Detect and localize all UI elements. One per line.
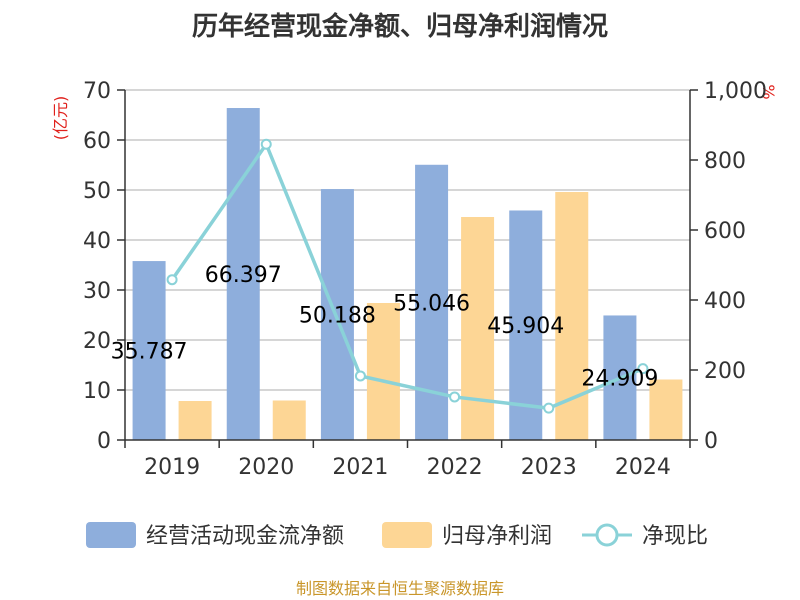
line-series bbox=[166, 138, 649, 414]
y-right-tick-label: 0 bbox=[704, 429, 718, 454]
y-right-tick-label: 200 bbox=[704, 359, 746, 384]
line-point bbox=[354, 370, 366, 382]
y-left-tick-label: 30 bbox=[83, 279, 111, 304]
y-left-tick-label: 70 bbox=[83, 79, 111, 104]
right-axis-unit: % bbox=[759, 84, 778, 99]
legend-swatch-ratio-marker[interactable] bbox=[595, 523, 619, 547]
y-right-tick-label: 600 bbox=[704, 219, 746, 244]
x-tick-label: 2021 bbox=[332, 455, 388, 480]
x-tick-label: 2024 bbox=[615, 455, 671, 480]
bar bbox=[320, 189, 354, 440]
legend-label-profit[interactable]: 归母净利润 bbox=[442, 524, 552, 549]
bar-data-label: 66.397 bbox=[205, 263, 282, 288]
y-right-tick-label: 400 bbox=[704, 289, 746, 314]
bar-data-label: 24.909 bbox=[581, 367, 658, 392]
y-left-tick-label: 60 bbox=[83, 129, 111, 154]
bar bbox=[649, 379, 683, 440]
bar bbox=[132, 261, 166, 440]
y-right-tick-label: 1,000 bbox=[704, 79, 767, 104]
data-labels: 35.787 66.397 50.188 55.046 45.904 24.909 bbox=[111, 263, 659, 392]
bar bbox=[366, 303, 400, 440]
legend-swatch-ocf[interactable] bbox=[86, 522, 136, 548]
chart-title: 历年经营现金净额、归母净利润情况 bbox=[192, 11, 608, 42]
bar-data-label: 50.188 bbox=[299, 304, 376, 329]
bar bbox=[461, 217, 495, 440]
bar-data-label: 55.046 bbox=[393, 291, 470, 316]
line-point bbox=[637, 363, 649, 375]
y-left-tick-label: 50 bbox=[83, 179, 111, 204]
line-point bbox=[166, 274, 178, 286]
line-point bbox=[449, 391, 461, 403]
legend-swatch-profit[interactable] bbox=[382, 522, 432, 548]
legend: 经营活动现金流净额 归母净利润 净现比 bbox=[86, 522, 708, 549]
x-tick-label: 2019 bbox=[144, 455, 200, 480]
bar bbox=[272, 400, 306, 440]
axes: 0 10 20 30 40 50 60 70 0 200 400 600 800 1,000 2019 202… bbox=[83, 79, 767, 480]
left-axis-unit: (亿元) bbox=[51, 96, 70, 141]
y-right-tick-label: 800 bbox=[704, 149, 746, 174]
bar-data-label: 45.904 bbox=[487, 314, 564, 339]
ratio-line bbox=[170, 140, 644, 410]
bar-data-label: 35.787 bbox=[111, 340, 188, 365]
y-left-tick-label: 0 bbox=[97, 429, 111, 454]
line-point bbox=[543, 402, 555, 414]
y-left-tick-label: 20 bbox=[83, 329, 111, 354]
y-left-tick-label: 40 bbox=[83, 229, 111, 254]
x-tick-label: 2022 bbox=[427, 455, 483, 480]
legend-label-ratio[interactable]: 净现比 bbox=[642, 524, 708, 549]
x-tick-label: 2023 bbox=[521, 455, 577, 480]
source-note: 制图数据来自恒生聚源数据库 bbox=[296, 579, 504, 598]
legend-label-ocf[interactable]: 经营活动现金流净额 bbox=[146, 524, 344, 549]
y-left-tick-label: 10 bbox=[83, 379, 111, 404]
bar bbox=[509, 210, 543, 440]
x-tick-label: 2020 bbox=[238, 455, 294, 480]
bar bbox=[178, 401, 212, 440]
line-point bbox=[260, 138, 272, 150]
